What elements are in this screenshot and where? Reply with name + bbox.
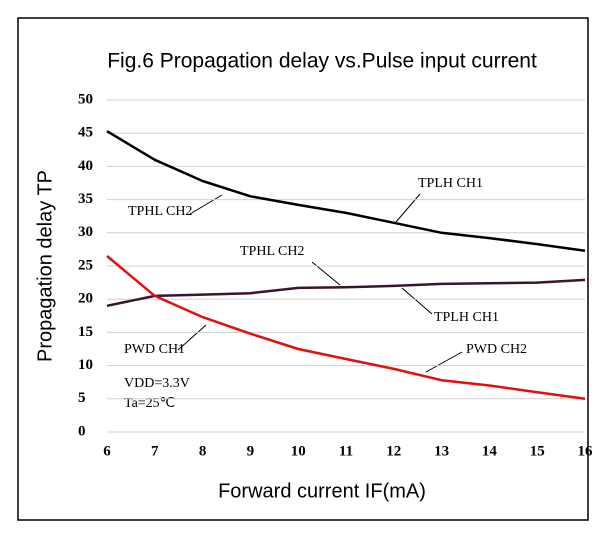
- y-tick-label: 30: [78, 224, 93, 240]
- annotation: TPHL CH2: [128, 204, 192, 219]
- annotation: PWD CH2: [466, 342, 527, 357]
- annotation: PWD CH1: [124, 342, 185, 357]
- y-tick-label: 45: [78, 125, 93, 141]
- x-axis-label: Forward current IF(mA): [218, 480, 426, 502]
- y-tick-label: 35: [78, 191, 93, 207]
- leader: [177, 324, 207, 351]
- annotation: VDD=3.3V: [124, 376, 190, 391]
- leader: [395, 193, 421, 223]
- y-axis-label: Propagation delay TP: [34, 170, 56, 362]
- frame: [17, 17, 589, 521]
- series-line: [106, 278, 586, 308]
- chart-title: Fig.6 Propagation delay vs.Pulse input c…: [107, 50, 537, 73]
- x-tick-label: 16: [578, 443, 594, 459]
- x-tick-label: 15: [530, 443, 545, 459]
- annotation: TPLH CH1: [418, 176, 483, 191]
- x-tick-label: 8: [199, 443, 207, 459]
- leader: [189, 194, 223, 215]
- x-tick-label: 11: [339, 443, 353, 459]
- x-tick-label: 6: [103, 443, 111, 459]
- y-tick-label: 50: [78, 91, 93, 107]
- annotation: TPLH CH1: [434, 310, 499, 325]
- y-tick-label: 20: [78, 291, 93, 307]
- y-tick-label: 0: [78, 423, 86, 439]
- series-line: [106, 255, 586, 401]
- y-tick-label: 40: [78, 158, 93, 174]
- y-tick-label: 15: [78, 324, 93, 340]
- annotation: TPHL CH2: [240, 244, 304, 259]
- x-tick-label: 7: [151, 443, 159, 459]
- leader: [401, 287, 433, 315]
- y-tick-label: 25: [78, 257, 93, 273]
- x-tick-label: 10: [291, 443, 306, 459]
- leader: [425, 351, 463, 373]
- y-tick-label: 10: [78, 357, 93, 373]
- y-tick-label: 5: [78, 390, 86, 406]
- x-tick-label: 13: [434, 443, 449, 459]
- x-tick-label: 12: [386, 443, 401, 459]
- series-line: [106, 130, 586, 252]
- x-tick-label: 14: [482, 443, 498, 459]
- x-tick-label: 9: [247, 443, 255, 459]
- annotation: Ta=25℃: [124, 396, 175, 411]
